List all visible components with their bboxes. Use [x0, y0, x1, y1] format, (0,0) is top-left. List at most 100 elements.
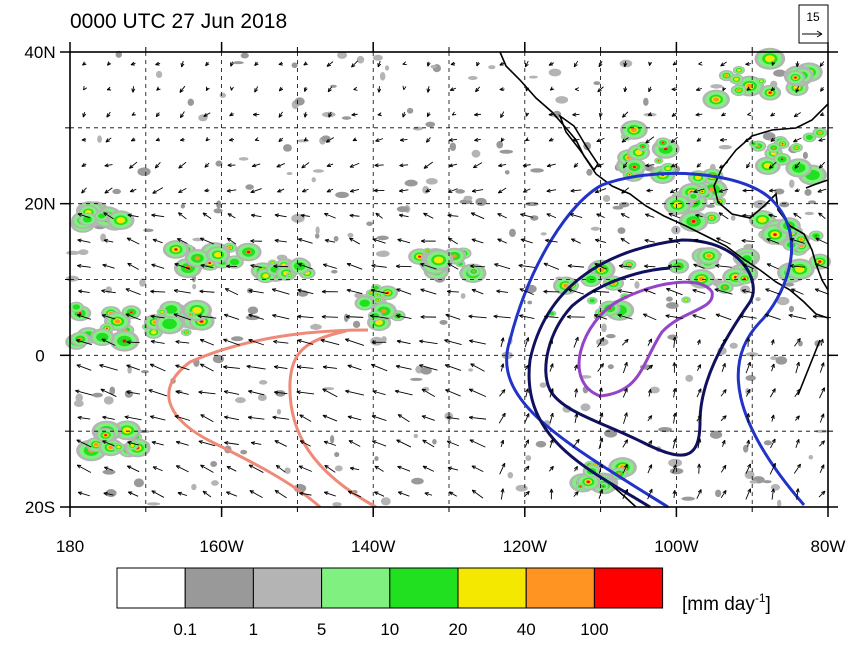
- precip-speck: [764, 440, 772, 445]
- precip-speck: [385, 65, 389, 70]
- precip-speck: [381, 497, 391, 505]
- precip-cell: [690, 194, 696, 199]
- precip-cell: [734, 78, 739, 81]
- lon-tick-label: 120W: [503, 537, 547, 556]
- precip-speck: [137, 167, 150, 176]
- colorbar-label: 100: [580, 620, 608, 639]
- precip-speck: [425, 122, 435, 128]
- precip-speck: [432, 439, 436, 445]
- precip-speck: [283, 144, 292, 152]
- precip-cell: [377, 299, 378, 300]
- precip-speck: [370, 337, 383, 346]
- precip-cell: [78, 337, 82, 340]
- colorbar-label: 10: [380, 620, 399, 639]
- precip-speck: [618, 227, 626, 234]
- precip-speck: [505, 170, 510, 174]
- precip-speck: [798, 341, 803, 347]
- colorbar-box: [390, 568, 458, 608]
- precip-speck: [92, 393, 103, 398]
- precip-speck: [66, 251, 80, 255]
- precip-cell: [190, 314, 192, 315]
- precip-speck: [710, 84, 722, 88]
- precip-cell: [115, 319, 121, 323]
- precip-speck: [475, 198, 486, 206]
- precip-cell: [629, 174, 631, 175]
- precip-speck: [450, 142, 456, 151]
- precip-cell: [587, 481, 590, 483]
- precip-speck: [239, 157, 249, 160]
- precip-cell: [699, 277, 705, 281]
- precip-speck: [373, 55, 383, 61]
- colorbar-box: [185, 568, 253, 608]
- precip-speck: [366, 222, 373, 226]
- precip-speck: [413, 127, 423, 131]
- precip-cell: [174, 248, 177, 251]
- precip-speck: [211, 480, 219, 486]
- precip-speck: [536, 441, 547, 448]
- precip-speck: [685, 375, 693, 382]
- precip-speck: [316, 226, 320, 234]
- precip-cell: [818, 132, 821, 134]
- precip-speck: [634, 281, 639, 289]
- precip-speck: [105, 489, 116, 497]
- precip-cell: [799, 238, 803, 241]
- unit-text: [mm day: [682, 594, 755, 615]
- precip-speck: [377, 236, 389, 241]
- precip-cell: [96, 333, 108, 342]
- reference-vector-label: 15: [806, 10, 820, 24]
- precip-speck: [619, 202, 630, 208]
- precip-speck: [681, 497, 694, 501]
- precip-cell: [214, 252, 222, 257]
- precip-speck: [488, 65, 495, 69]
- precip-speck: [755, 297, 760, 301]
- precip-speck: [666, 296, 673, 301]
- precip-cell: [773, 233, 777, 236]
- precip-cell: [792, 163, 805, 173]
- precip-cell: [104, 434, 107, 436]
- precip-cell: [472, 270, 475, 272]
- precip-speck: [608, 364, 614, 369]
- precip-cell: [603, 486, 604, 487]
- precip-speck: [541, 232, 547, 235]
- colorbar-label: 0.1: [173, 620, 197, 639]
- precip-cell: [123, 427, 132, 433]
- precip-speck: [671, 226, 680, 235]
- precip-speck: [334, 236, 339, 242]
- precip-speck: [496, 141, 503, 148]
- precip-speck: [603, 195, 610, 202]
- unit-exponent: -1: [755, 591, 766, 605]
- precip-speck: [213, 355, 224, 363]
- precip-speck: [472, 150, 481, 158]
- lon-tick-label: 80W: [811, 537, 846, 556]
- precip-speck: [468, 76, 478, 80]
- precip-speck: [232, 61, 243, 64]
- precip-cell: [662, 142, 664, 144]
- precip-speck: [809, 455, 814, 460]
- lon-tick-label: 180: [56, 537, 84, 556]
- precip-cell: [360, 300, 370, 307]
- precip-cell: [815, 235, 817, 236]
- precip-cell: [765, 55, 775, 62]
- precip-cell: [434, 257, 444, 264]
- precip-speck: [426, 178, 438, 185]
- colorbar-box: [253, 568, 321, 608]
- precip-cell: [185, 331, 187, 333]
- precip-speck: [530, 215, 538, 220]
- precip-speck: [411, 478, 424, 485]
- colorbar-box: [458, 568, 526, 608]
- precip-speck: [804, 189, 811, 196]
- precip-speck: [529, 76, 538, 79]
- precip-cell: [769, 92, 772, 94]
- colorbar-label: 5: [317, 620, 326, 639]
- unit-close: ]: [766, 594, 771, 615]
- precip-speck: [312, 177, 316, 182]
- precip-cell: [116, 217, 125, 223]
- precip-speck: [259, 380, 267, 385]
- precip-cell: [580, 486, 581, 487]
- precip-speck: [407, 108, 413, 114]
- precip-speck: [78, 249, 88, 255]
- precip-cell: [781, 158, 783, 160]
- precip-speck: [347, 233, 353, 238]
- lon-tick-label: 160W: [199, 537, 243, 556]
